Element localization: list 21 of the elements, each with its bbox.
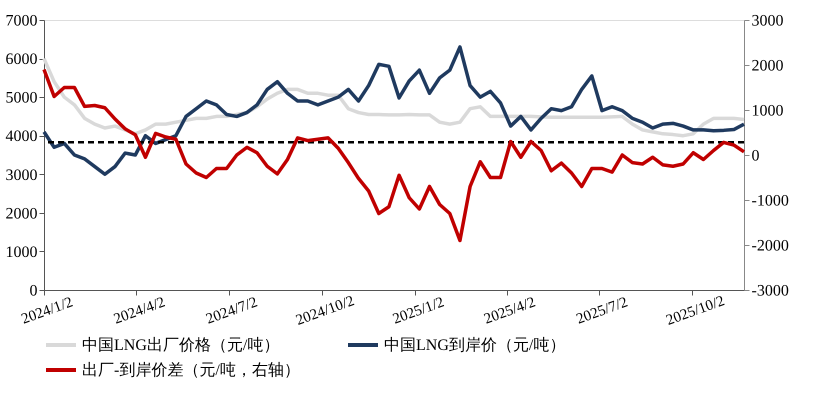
y-tick-label: 4000	[6, 128, 38, 146]
y2-tick-label: -2000	[752, 238, 789, 254]
y-tick-label: 7000	[6, 12, 38, 30]
y2-tick-label: 3000	[752, 12, 784, 30]
legend-label: 中国LNG出厂价格（元/吨）	[82, 336, 280, 354]
legend-label: 出厂-到岸价差（元/吨，右轴）	[82, 361, 300, 379]
y-tick-label: 6000	[6, 51, 38, 68]
y-tick-label: 0	[30, 282, 38, 300]
y-tick-label: 5000	[6, 90, 38, 107]
y2-tick-label: -1000	[752, 192, 789, 210]
y-tick-label: 3000	[6, 166, 38, 184]
y-tick-label: 1000	[6, 244, 38, 261]
y-tick-label: 2000	[6, 205, 38, 222]
y2-tick-label: -3000	[752, 282, 789, 300]
y2-tick-label: 2000	[752, 58, 784, 74]
legend-label: 中国LNG到岸价（元/吨）	[384, 336, 566, 354]
y2-tick-label: 1000	[752, 102, 784, 120]
line-series	[42, 56, 746, 138]
line-series	[42, 68, 746, 242]
y2-tick-label: 0	[752, 148, 760, 164]
line-series	[42, 45, 746, 176]
